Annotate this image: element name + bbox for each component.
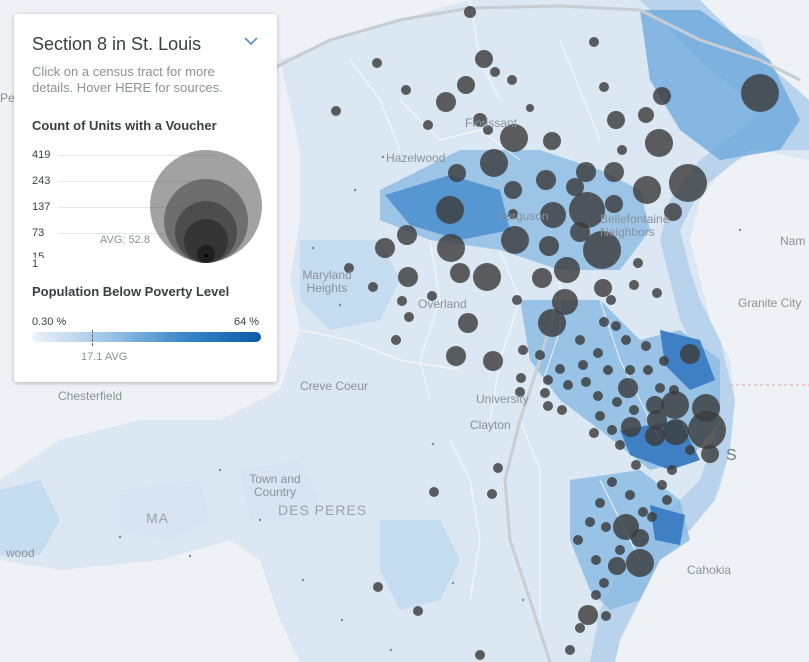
river-corridor (590, 0, 809, 662)
units-average: AVG: 52.8 (100, 234, 150, 246)
map-label-clayton: Clayton (470, 418, 511, 432)
map-label-st-louis: S (726, 447, 738, 464)
poverty-max: 64 % (234, 316, 260, 328)
units-legend-title: Count of Units with a Voucher (32, 118, 217, 133)
legend-panel: Section 8 in St. Louis Click on a census… (14, 14, 277, 382)
tract-light-sw (380, 520, 460, 610)
units-bubble-1 (204, 254, 208, 258)
units-tick-1: 1 (32, 258, 39, 270)
map-label-pe: Pe (0, 91, 15, 105)
poverty-gradient-bar (32, 332, 261, 342)
units-gridline (58, 207, 218, 208)
map-label-florissant: Florissant (465, 116, 518, 130)
units-tick-243: 243 (32, 175, 51, 187)
units-bubble-15 (197, 245, 215, 263)
tract-light-ma (120, 480, 210, 540)
units-tick-137: 137 (32, 201, 51, 213)
units-gridline (58, 155, 218, 156)
map-label-cahokia: Cahokia (687, 563, 732, 577)
map-label-granite-city: Granite City (738, 296, 802, 310)
poverty-avg-marker (92, 330, 94, 346)
tract-northeast (640, 10, 800, 160)
units-tick-73: 73 (32, 227, 45, 239)
map-label-overland: Overland (418, 297, 467, 311)
tract-dark-d (650, 505, 685, 545)
map-label-bellefontaine: Bellefontaine Neighbors (600, 212, 670, 239)
tract-light-tc (240, 460, 320, 520)
map-label-ferguson: Ferguson (498, 209, 549, 223)
tract-light-west (300, 240, 400, 330)
poverty-legend-title: Population Below Poverty Level (32, 284, 230, 299)
map-label-des-peres: DES PERES (278, 502, 368, 518)
map-label-nam: Nam (780, 234, 806, 248)
map-label-maryland-heights: Maryland Heights (302, 268, 352, 295)
map-label-hazelwood: Hazelwood (386, 151, 446, 165)
poverty-average: 17.1 AVG (81, 351, 128, 363)
chevron-down-icon[interactable] (242, 34, 260, 48)
units-tick-15: 15 (32, 251, 45, 258)
map-label-creve-coeur: Creve Coeur (300, 379, 369, 393)
map-label-ma: MA (146, 510, 169, 526)
units-bubble-legend (150, 150, 262, 263)
map-label-chesterfield: Chesterfield (58, 389, 123, 403)
units-gridline (58, 181, 218, 182)
units-tick-419: 419 (32, 149, 51, 161)
tract-light-sw2 (0, 480, 60, 555)
poverty-min: 0.30 % (32, 316, 67, 328)
map-label-town-country: Town and Country (249, 472, 301, 499)
panel-title: Section 8 in St. Louis (32, 34, 202, 54)
map-label-university: University (476, 392, 529, 406)
panel-subtitle[interactable]: Click on a census tract for more details… (32, 64, 223, 95)
map-label-wood: wood (6, 546, 35, 560)
units-gridline (58, 233, 218, 234)
units-bubble-73 (184, 219, 228, 263)
